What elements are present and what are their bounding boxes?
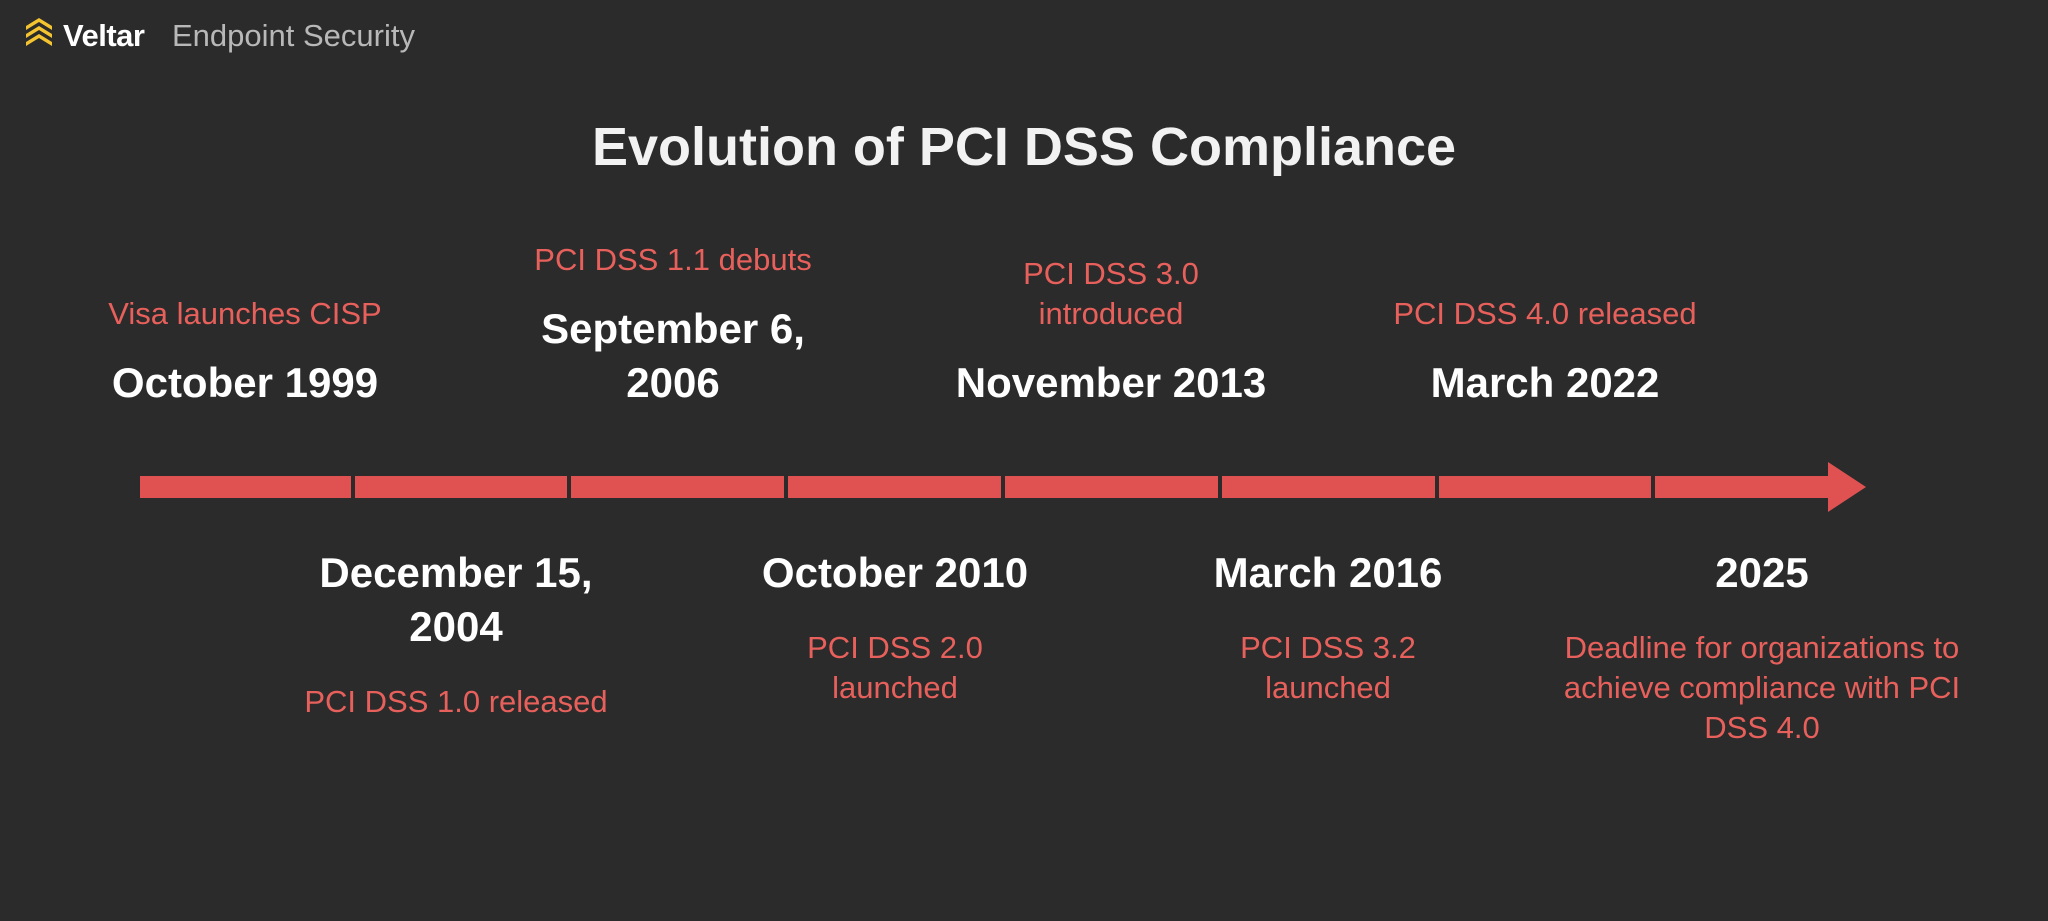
timeline-event: PCI DSS 3.0 introduced November 2013: [851, 254, 1371, 410]
brand: Veltar: [63, 18, 145, 53]
timeline-event: October 2010 PCI DSS 2.0 launched: [635, 546, 1155, 708]
event-date: 2025: [1715, 549, 1809, 596]
logo: [26, 18, 52, 46]
timeline-event: 2025 Deadline for organizations to achiev…: [1502, 546, 2022, 748]
event-date: October 1999: [111, 359, 379, 406]
event-description: PCI DSS 3.0 introduced: [1023, 256, 1199, 331]
timeline-event: December 15, 2004 PCI DSS 1.0 released: [256, 546, 656, 722]
timeline-event: March 2016 PCI DSS 3.2 launched: [1068, 546, 1588, 708]
event-description: PCI DSS 3.2 launched: [1240, 630, 1416, 705]
event-description: PCI DSS 2.0 launched: [807, 630, 983, 705]
event-date: November 2013: [955, 359, 1267, 406]
event-date: September 6, 2006: [541, 305, 805, 406]
product: Endpoint Security: [172, 18, 415, 53]
event-description: Visa launches CISP: [108, 296, 382, 331]
event-description: PCI DSS 1.0 released: [304, 684, 608, 719]
timeline-event: PCI DSS 4.0 released March 2022: [1285, 294, 1805, 410]
event-date: March 2022: [1430, 359, 1660, 406]
timeline-event: Visa launches CISP October 1999: [0, 294, 505, 410]
event-date: October 2010: [761, 549, 1029, 596]
event-description: Deadline for organizations to achieve co…: [1563, 630, 1961, 745]
event-description: PCI DSS 1.1 debuts: [534, 242, 812, 277]
event-date: December 15, 2004: [319, 549, 593, 650]
event-description: PCI DSS 4.0 released: [1393, 296, 1697, 331]
title: Evolution of PCI DSS Compliance: [591, 117, 1457, 177]
event-date: March 2016: [1213, 549, 1443, 596]
timeline-event: PCI DSS 1.1 debuts September 6, 2006: [473, 240, 873, 410]
